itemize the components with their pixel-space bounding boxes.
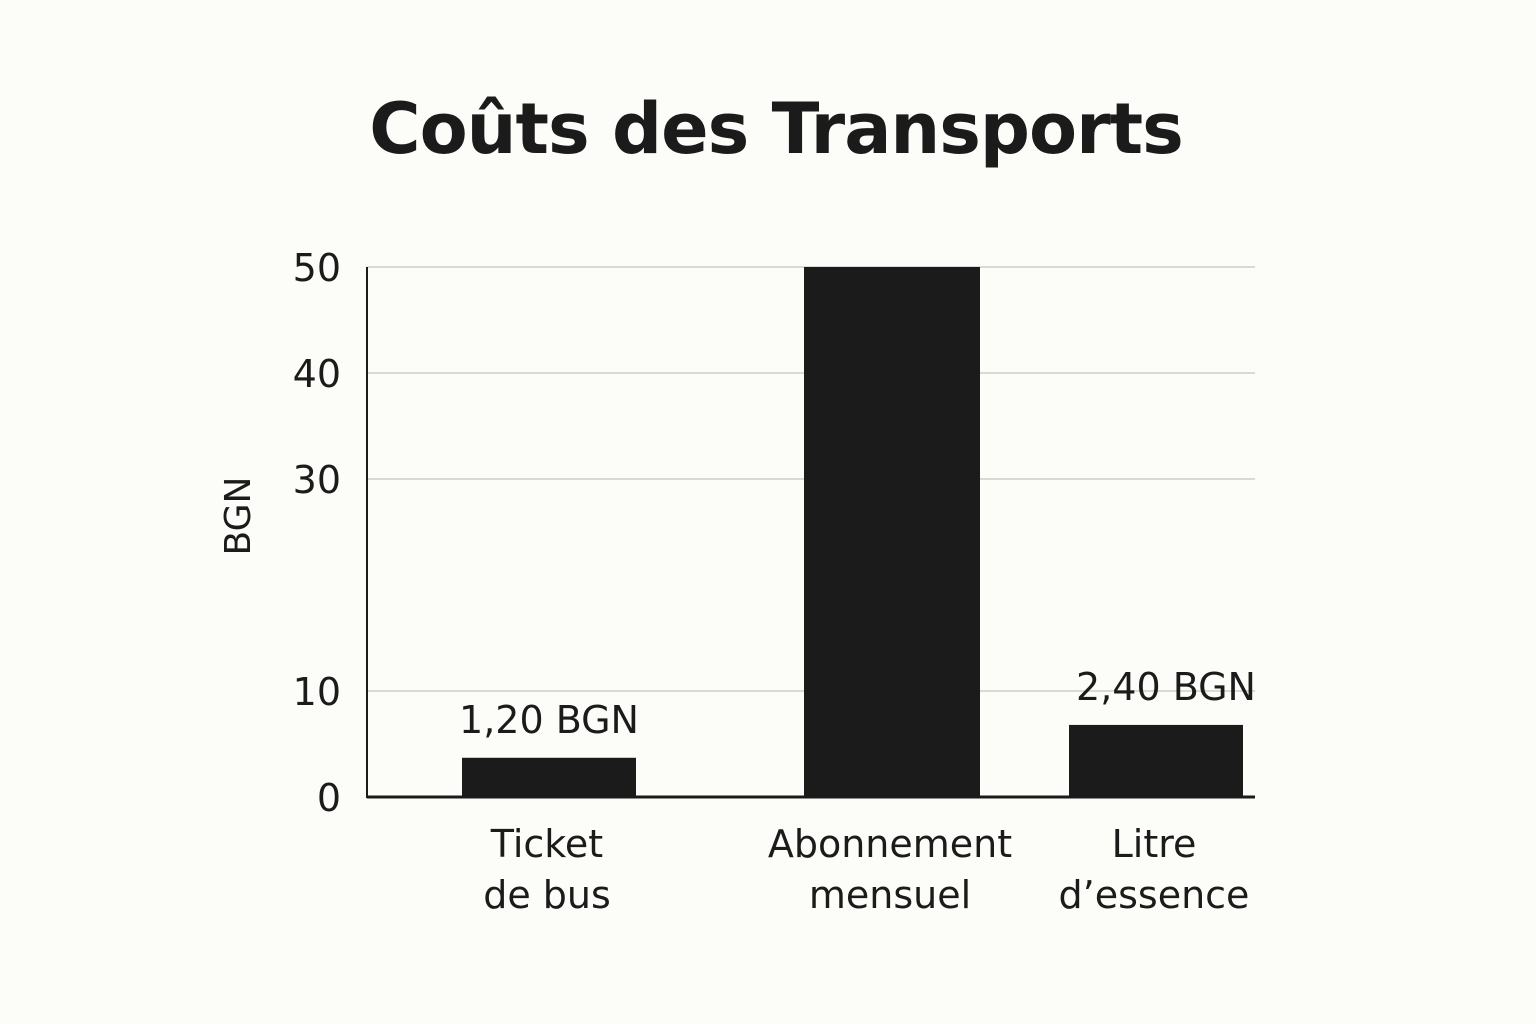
- x-tick-label: Litre: [1112, 822, 1197, 866]
- y-axis-label: BGN: [218, 477, 259, 556]
- labels: 0 10 30 40 50 Ticket de bus Abonnement mensuel Li…: [218, 246, 1256, 917]
- data-label: 2,40 BGN: [1076, 665, 1256, 709]
- axes: [366, 267, 1255, 799]
- bars: [462, 267, 1243, 797]
- bar: [804, 267, 980, 797]
- y-tick-label: 50: [293, 246, 341, 290]
- x-tick-label: de bus: [483, 873, 611, 917]
- bar: [462, 757, 636, 797]
- x-tick-label: Ticket: [490, 822, 603, 866]
- bar: [1069, 724, 1243, 797]
- x-tick-label: mensuel: [809, 873, 971, 917]
- x-tick-label: Abonnement: [768, 822, 1012, 866]
- chart-title: Coûts des Transports: [369, 88, 1184, 170]
- y-tick-label: 0: [317, 776, 341, 820]
- y-tick-label: 40: [293, 352, 341, 396]
- x-tick-label: d’essence: [1059, 873, 1250, 917]
- y-tick-label: 30: [293, 458, 341, 502]
- y-tick-label: 10: [293, 670, 341, 714]
- data-label: 1,20 BGN: [459, 698, 639, 742]
